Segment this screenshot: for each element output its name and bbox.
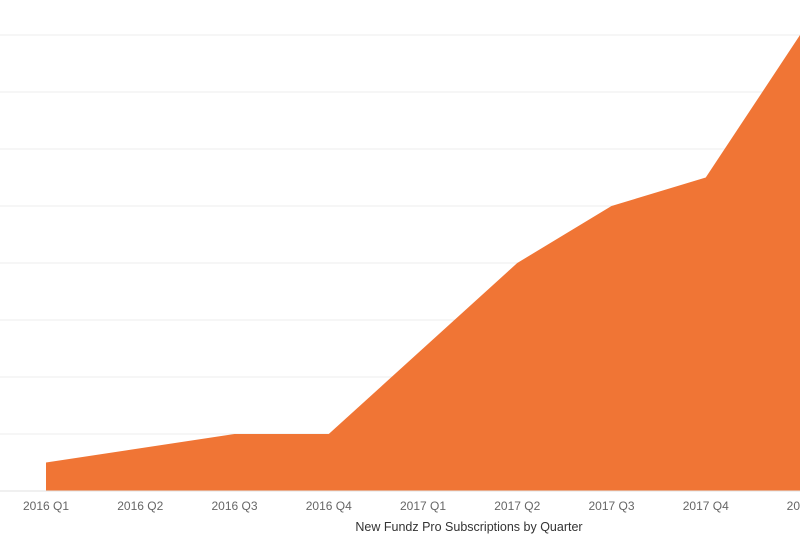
x-tick-label: 2016 Q4 — [306, 499, 352, 513]
x-tick-label: 2016 Q2 — [117, 499, 163, 513]
x-tick-label: 2017 Q4 — [683, 499, 729, 513]
area-series — [46, 35, 800, 491]
x-tick-label: 2016 Q3 — [211, 499, 257, 513]
x-tick-label: 2016 Q1 — [23, 499, 69, 513]
x-tick-label: 2017 Q1 — [400, 499, 446, 513]
x-axis-title: New Fundz Pro Subscriptions by Quarter — [355, 520, 582, 534]
x-tick-labels: 2016 Q1 2016 Q2 2016 Q3 2016 Q4 2017 Q1 2017 … — [23, 499, 800, 513]
x-tick-label: 2017 Q2 — [494, 499, 540, 513]
x-tick-label: 2018 — [787, 499, 800, 513]
gridlines — [0, 34, 800, 492]
x-tick-label: 2017 Q3 — [588, 499, 634, 513]
